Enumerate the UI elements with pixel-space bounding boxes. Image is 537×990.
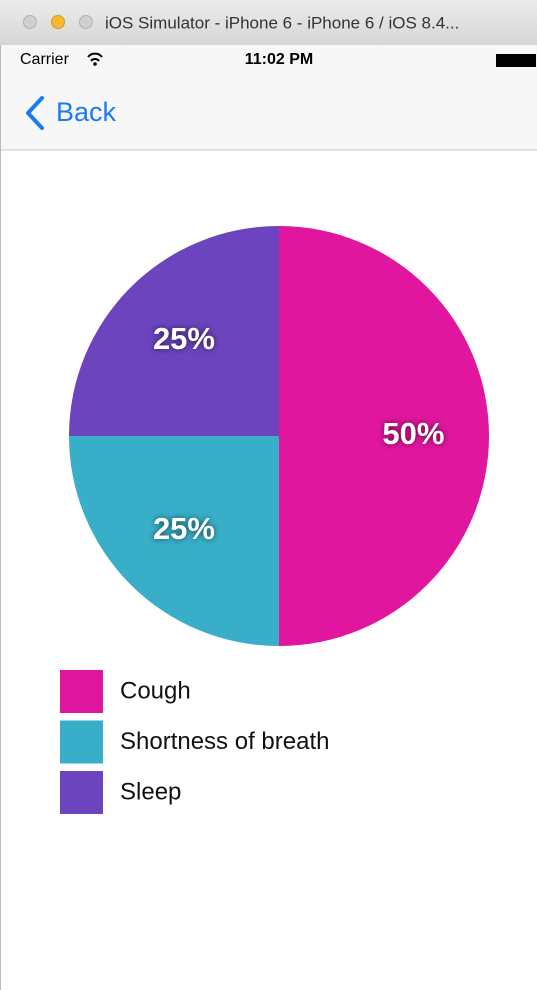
wifi-dot [93,62,97,66]
top-bars [0,45,537,150]
slice-label: 25% [153,321,215,356]
pie-slice [279,226,489,646]
carrier: Carrier [20,51,70,68]
minimize-button[interactable] [51,15,65,29]
zoom-button[interactable] [79,15,93,29]
pie-slice [69,226,279,436]
back-chevron[interactable] [26,96,44,130]
close-button[interactable] [23,15,37,29]
slice-label: 25% [153,511,215,546]
back-button[interactable]: Back [56,97,117,127]
legend-label: Shortness of breath [120,728,329,755]
pie-slice [69,436,279,646]
clock: 11:02 PM [245,51,313,68]
legend-label: Cough [120,677,191,704]
slice-label: 50% [382,416,444,451]
legend-label: Sleep [120,778,181,805]
window-title: iOS Simulator - iPhone 6 - iPhone 6 / iO… [105,13,459,32]
legend-swatch [60,771,103,814]
legend-swatch [60,720,103,764]
wifi-icon [87,52,103,62]
battery-icon [496,54,536,67]
legend-swatch [60,670,103,713]
